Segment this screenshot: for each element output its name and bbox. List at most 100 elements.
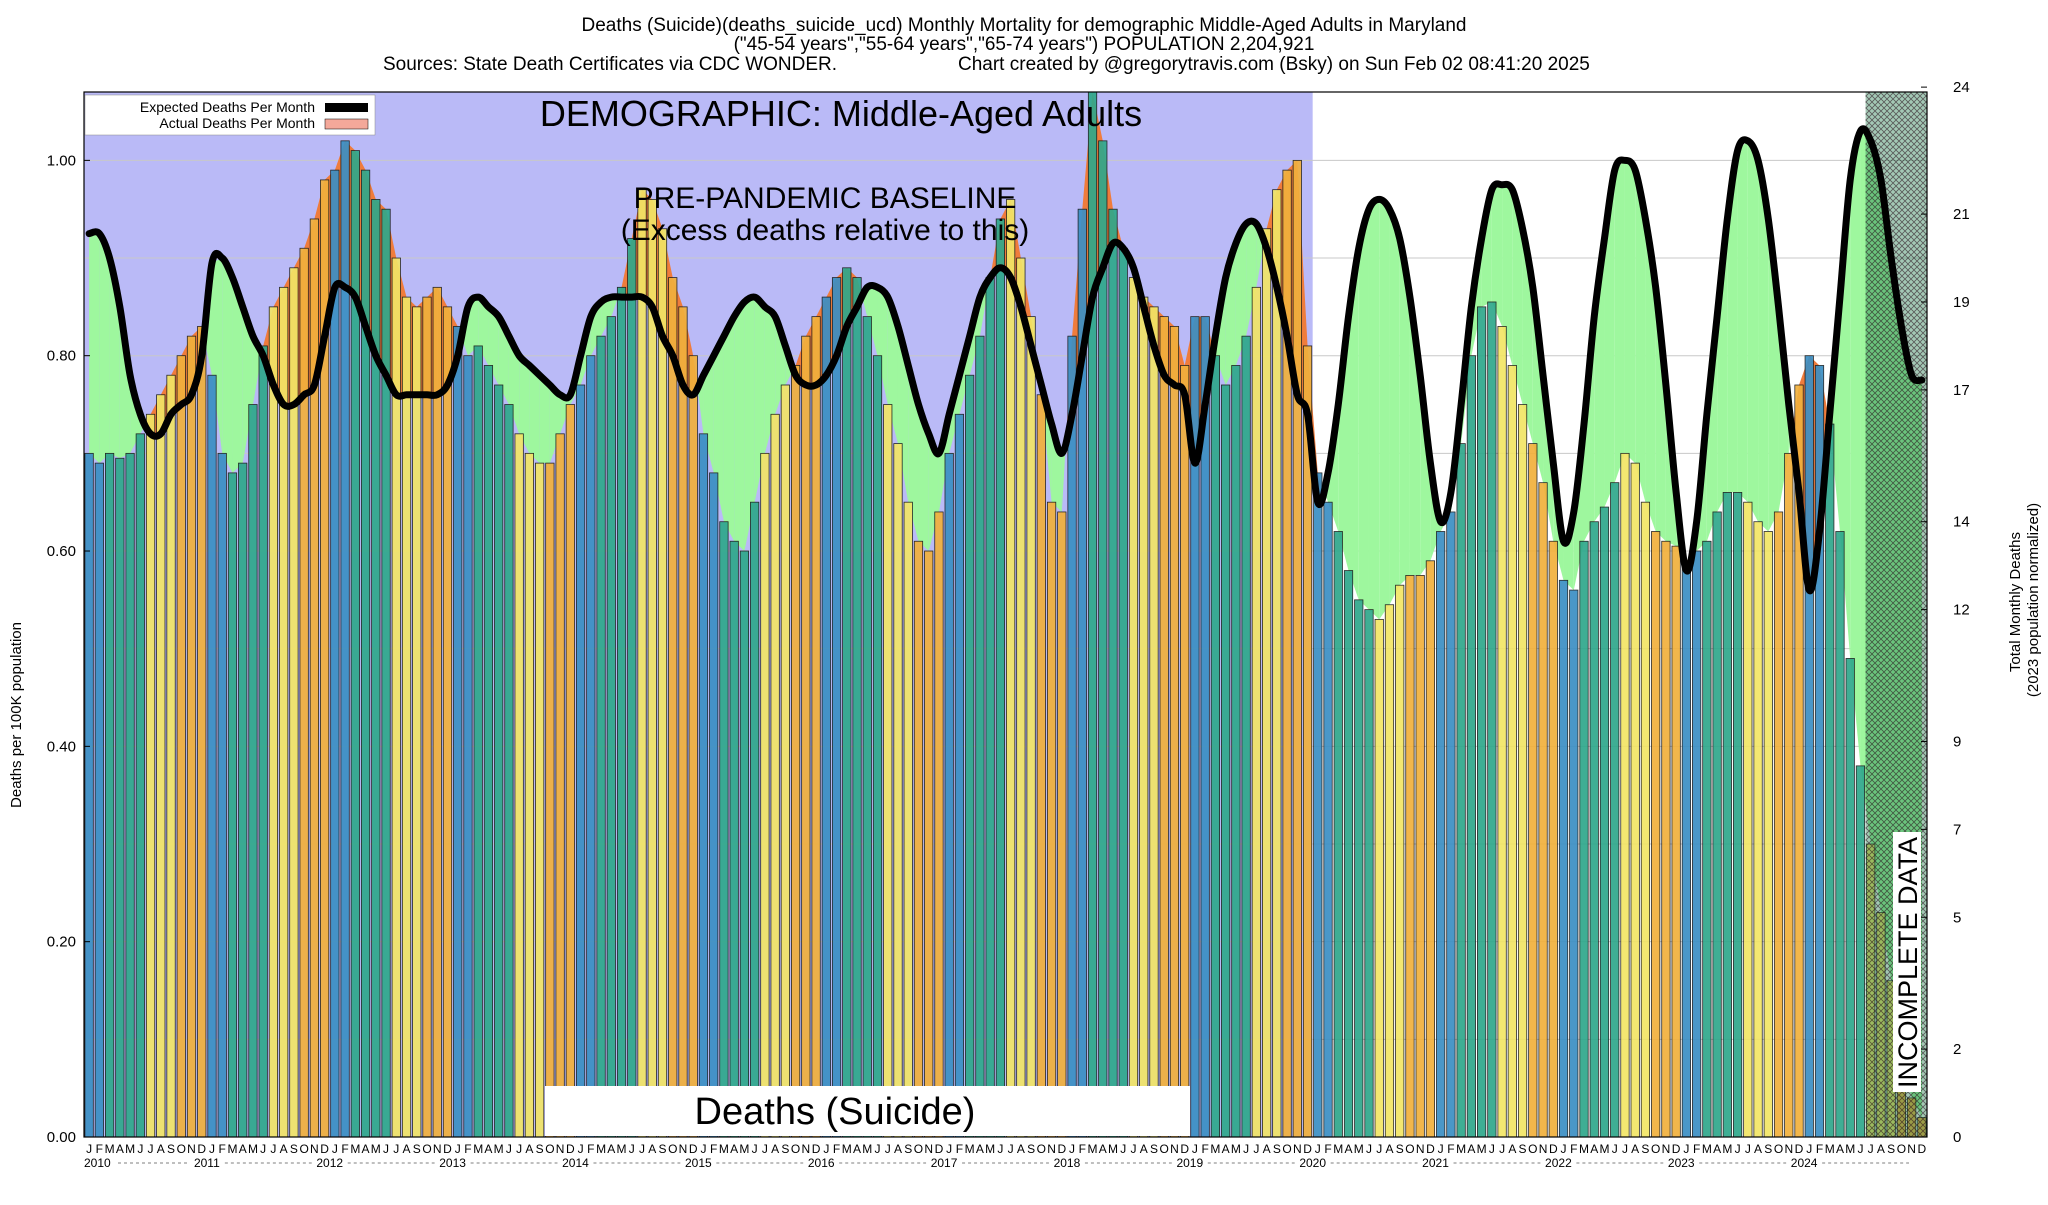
month-label: A bbox=[1099, 1142, 1107, 1156]
bar-2021-12 bbox=[1548, 540, 1558, 1138]
bar-2010-11 bbox=[186, 335, 197, 1138]
month-label: J bbox=[1243, 1142, 1249, 1156]
bar-2022-9 bbox=[1640, 501, 1651, 1138]
month-label: J bbox=[1120, 1142, 1126, 1156]
month-label: J bbox=[639, 1142, 645, 1156]
month-label: D bbox=[812, 1142, 821, 1156]
deficit-fill bbox=[1389, 209, 1400, 605]
month-label: J bbox=[383, 1142, 389, 1156]
bar-2010-1 bbox=[84, 452, 94, 1138]
month-label: M bbox=[1231, 1142, 1241, 1156]
y-tick-left: 0.60 bbox=[47, 543, 76, 560]
bar-2011-1 bbox=[207, 374, 217, 1138]
deficit-fill bbox=[1604, 170, 1615, 508]
bar-2012-12 bbox=[442, 306, 453, 1138]
bar-2022-4 bbox=[1589, 521, 1599, 1138]
bar-2017-8 bbox=[1016, 257, 1026, 1138]
year-label: 2022 bbox=[1545, 1156, 1572, 1170]
bar-2013-12 bbox=[565, 404, 575, 1138]
month-label: S bbox=[904, 1142, 912, 1156]
month-label: M bbox=[617, 1142, 627, 1156]
y-tick-left: 1.00 bbox=[47, 152, 76, 169]
deficit-fill bbox=[1635, 170, 1646, 503]
bar-2019-5 bbox=[1231, 365, 1241, 1138]
deficit-fill bbox=[1645, 218, 1656, 532]
month-label: F bbox=[341, 1142, 348, 1156]
month-label: S bbox=[1273, 1142, 1281, 1156]
bar-2014-8 bbox=[647, 199, 657, 1138]
year-label: 2010 bbox=[84, 1156, 111, 1170]
bar-2021-1 bbox=[1436, 531, 1446, 1138]
month-label: J bbox=[455, 1142, 461, 1156]
bar-2015-10 bbox=[791, 365, 801, 1138]
month-label: O bbox=[299, 1142, 308, 1156]
demographic-label: DEMOGRAPHIC: Middle-Aged Adults bbox=[540, 93, 1142, 134]
month-label: F bbox=[710, 1142, 717, 1156]
bar-2014-7 bbox=[637, 189, 647, 1138]
month-label: F bbox=[833, 1142, 840, 1156]
bar-2021-11 bbox=[1538, 482, 1548, 1138]
month-label: J bbox=[1561, 1142, 1567, 1156]
deficit-fill bbox=[611, 297, 619, 317]
bar-2023-11 bbox=[1784, 452, 1794, 1138]
bar-2017-5 bbox=[985, 277, 995, 1138]
bar-2010-10 bbox=[176, 355, 186, 1138]
month-label: O bbox=[422, 1142, 431, 1156]
month-label: N bbox=[802, 1142, 811, 1156]
y-tick-left: 0.40 bbox=[47, 738, 76, 755]
month-label: O bbox=[668, 1142, 677, 1156]
bar-2020-7 bbox=[1374, 618, 1384, 1138]
month-label: A bbox=[1713, 1142, 1721, 1156]
month-label: J bbox=[148, 1142, 154, 1156]
deficit-fill bbox=[549, 384, 561, 464]
deficit-fill bbox=[1246, 223, 1257, 337]
bar-2014-12 bbox=[688, 355, 698, 1138]
y-axis-left-title: Deaths per 100K population bbox=[8, 622, 25, 808]
deficit-fill bbox=[242, 306, 253, 464]
month-label: A bbox=[525, 1142, 533, 1156]
month-label: O bbox=[1282, 1142, 1291, 1156]
month-label: A bbox=[894, 1142, 902, 1156]
month-label: M bbox=[719, 1142, 729, 1156]
month-label: J bbox=[332, 1142, 338, 1156]
deficit-fill bbox=[1399, 238, 1410, 586]
deficit-fill bbox=[703, 355, 714, 473]
bar-2013-1 bbox=[453, 325, 463, 1138]
deficit-fill bbox=[1624, 160, 1636, 464]
bar-2015-7 bbox=[760, 452, 770, 1138]
bar-2018-11 bbox=[1169, 325, 1180, 1138]
month-label: O bbox=[1774, 1142, 1783, 1156]
bar-2016-9 bbox=[903, 501, 913, 1138]
month-label: S bbox=[1150, 1142, 1158, 1156]
bar-2012-8 bbox=[401, 296, 412, 1138]
bar-2016-8 bbox=[893, 443, 903, 1138]
month-label: F bbox=[1816, 1142, 1823, 1156]
month-label: J bbox=[1489, 1142, 1495, 1156]
bar-2024-3 bbox=[1825, 423, 1835, 1138]
bar-2023-1 bbox=[1681, 560, 1691, 1138]
month-label: J bbox=[86, 1142, 92, 1156]
month-label: O bbox=[545, 1142, 554, 1156]
bar-2015-1 bbox=[698, 433, 709, 1138]
deficit-fill bbox=[723, 316, 735, 542]
bar-2013-2 bbox=[463, 355, 473, 1138]
deficit-fill bbox=[1348, 248, 1359, 600]
bar-2017-2 bbox=[954, 413, 965, 1138]
bar-2020-12 bbox=[1425, 560, 1436, 1138]
baseline-label-line1: PRE-PANDEMIC BASELINE bbox=[634, 182, 1017, 215]
bar-2023-2 bbox=[1692, 550, 1702, 1138]
year-label: 2017 bbox=[931, 1156, 958, 1170]
month-label: M bbox=[227, 1142, 237, 1156]
month-label: M bbox=[1108, 1142, 1118, 1156]
month-label: D bbox=[1918, 1142, 1927, 1156]
month-label: J bbox=[629, 1142, 635, 1156]
bar-2013-9 bbox=[535, 462, 545, 1138]
bar-2016-5 bbox=[862, 316, 872, 1138]
y-tick-right: 2 bbox=[1953, 1041, 1961, 1058]
month-label: A bbox=[403, 1142, 411, 1156]
month-label: J bbox=[1069, 1142, 1075, 1156]
bar-2018-3 bbox=[1087, 91, 1098, 1138]
month-label: J bbox=[1376, 1142, 1382, 1156]
month-label: J bbox=[1130, 1142, 1136, 1156]
month-label: M bbox=[1477, 1142, 1487, 1156]
